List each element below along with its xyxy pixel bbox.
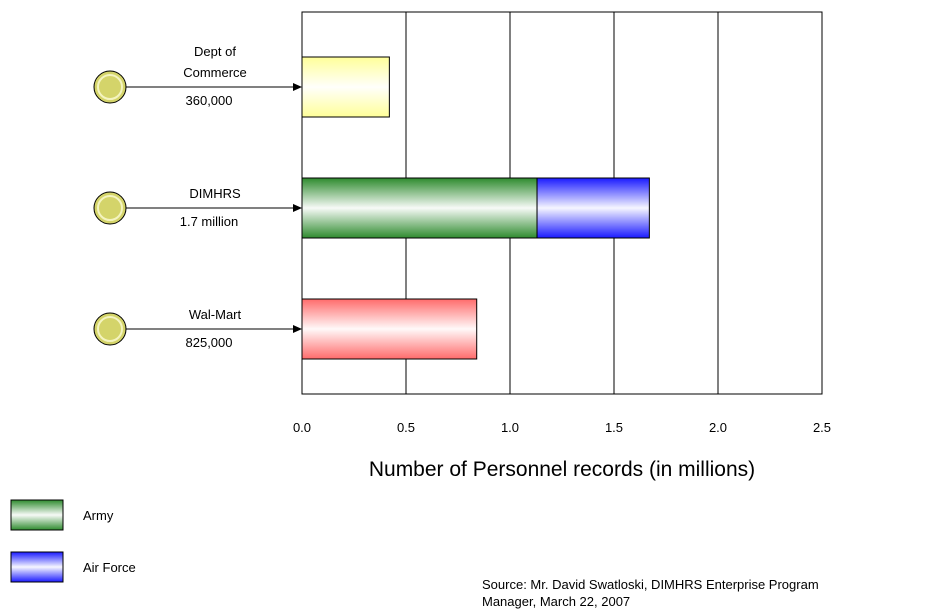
category-label: Dept of xyxy=(194,44,236,59)
legend: Army Air Force xyxy=(11,500,136,582)
bar-segment xyxy=(537,178,649,238)
x-axis-title: Number of Personnel records (in millions… xyxy=(369,458,755,481)
bar-segment xyxy=(302,178,537,238)
category-label: Commerce xyxy=(183,65,247,80)
legend-label: Army xyxy=(83,508,114,523)
bar-segment xyxy=(302,299,477,359)
value-label: 1.7 million xyxy=(180,214,239,229)
category-label: Wal-Mart xyxy=(189,307,242,322)
source-annotation-line-2: Manager, March 22, 2007 xyxy=(482,594,630,609)
legend-label: Air Force xyxy=(83,560,136,575)
x-tick-label: 1.0 xyxy=(501,420,519,435)
bar-segment xyxy=(302,57,389,117)
x-axis-ticks: 0.0 0.5 1.0 1.5 2.0 2.5 xyxy=(293,420,831,435)
category-label: DIMHRS xyxy=(189,186,241,201)
x-tick-label: 0.0 xyxy=(293,420,311,435)
legend-swatch xyxy=(11,552,63,582)
arrow-head xyxy=(293,325,302,333)
bars xyxy=(302,57,649,359)
value-label: 360,000 xyxy=(186,93,233,108)
x-tick-label: 1.5 xyxy=(605,420,623,435)
source-annotation-line-1: Source: Mr. David Swatloski, DIMHRS Ente… xyxy=(482,577,819,592)
value-label: 825,000 xyxy=(186,335,233,350)
category-labels: Dept of Commerce 360,000 DIMHRS 1.7 million W… xyxy=(94,44,302,350)
arrow-head xyxy=(293,204,302,212)
x-tick-label: 0.5 xyxy=(397,420,415,435)
legend-swatch xyxy=(11,500,63,530)
arrow-head xyxy=(293,83,302,91)
x-tick-label: 2.5 xyxy=(813,420,831,435)
x-tick-label: 2.0 xyxy=(709,420,727,435)
